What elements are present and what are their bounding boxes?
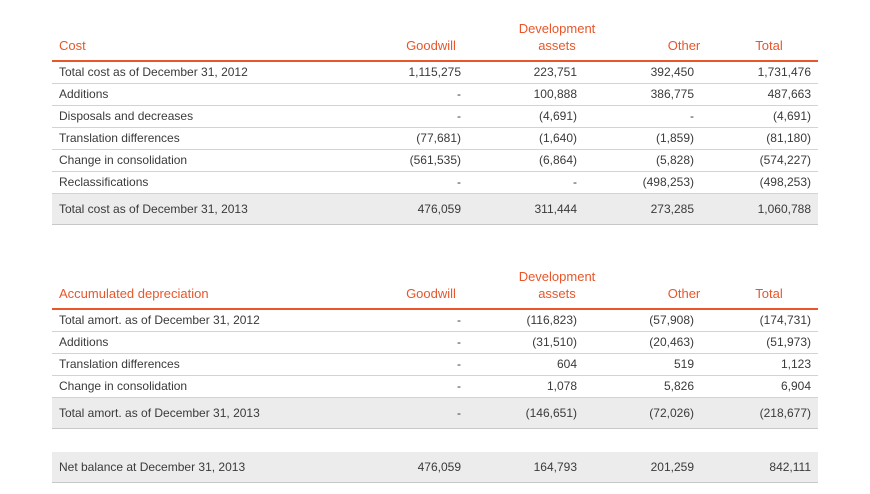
development-assets-column-header: Development assets bbox=[497, 20, 617, 54]
goodwill-value: - bbox=[457, 406, 461, 420]
table-row: Total amort. as of December 31, 2012 - (… bbox=[52, 310, 818, 332]
development-value: 100,888 bbox=[533, 87, 577, 101]
total-value: (218,677) bbox=[759, 406, 811, 420]
table-row: Additions - (31,510) (20,463) (51,973) bbox=[52, 332, 818, 354]
table-row: Translation differences - 604 519 1,123 bbox=[52, 354, 818, 376]
total-column-header: Total bbox=[755, 38, 783, 53]
development-value: - bbox=[573, 175, 577, 189]
development-value: (4,691) bbox=[538, 109, 577, 123]
development-header-line2: assets bbox=[538, 38, 576, 53]
total-value: (498,253) bbox=[759, 175, 811, 189]
goodwill-value: - bbox=[457, 313, 461, 327]
total-column-header: Total bbox=[755, 286, 783, 301]
row-label: Total cost as of December 31, 2013 bbox=[59, 202, 248, 216]
other-value: 386,775 bbox=[650, 87, 694, 101]
total-value: 1,731,476 bbox=[757, 65, 811, 79]
development-header-line1: Development bbox=[518, 21, 596, 36]
row-label: Translation differences bbox=[59, 131, 180, 145]
development-value: (1,640) bbox=[538, 131, 577, 145]
development-header-line1: Development bbox=[518, 269, 596, 284]
cost-section-title: Cost bbox=[59, 38, 86, 53]
development-value: 311,444 bbox=[534, 202, 578, 216]
depreciation-table-header: Accumulated depreciation Goodwill Develo… bbox=[52, 268, 818, 310]
other-column-header: Other bbox=[667, 286, 701, 301]
table-row: Reclassifications - - (498,253) (498,253… bbox=[52, 172, 818, 194]
other-value: (1,859) bbox=[655, 131, 694, 145]
other-value: 519 bbox=[673, 357, 694, 371]
goodwill-value: (561,535) bbox=[409, 153, 461, 167]
total-value: 6,904 bbox=[780, 379, 811, 393]
development-value: (31,510) bbox=[532, 335, 577, 349]
goodwill-value: 476,059 bbox=[417, 460, 461, 474]
other-value: (5,828) bbox=[655, 153, 694, 167]
development-value: 604 bbox=[556, 357, 577, 371]
goodwill-value: - bbox=[457, 109, 461, 123]
net-balance-table: Net balance at December 31, 2013 476,059… bbox=[52, 452, 818, 483]
table-row: Additions - 100,888 386,775 487,663 bbox=[52, 84, 818, 106]
total-value: 487,663 bbox=[767, 87, 811, 101]
depreciation-section-title: Accumulated depreciation bbox=[59, 286, 209, 301]
goodwill-value: (77,681) bbox=[416, 131, 461, 145]
total-value: (51,973) bbox=[766, 335, 811, 349]
row-label: Additions bbox=[59, 87, 109, 101]
development-value: (116,823) bbox=[526, 313, 577, 327]
total-value: 842,111 bbox=[769, 460, 811, 474]
total-value: (4,691) bbox=[772, 109, 811, 123]
goodwill-value: - bbox=[457, 87, 461, 101]
development-value: (146,651) bbox=[525, 406, 577, 420]
row-label: Total amort. as of December 31, 2013 bbox=[59, 406, 260, 420]
other-value: 201,259 bbox=[650, 460, 694, 474]
row-label: Change in consolidation bbox=[59, 379, 188, 393]
table-row: Total cost as of December 31, 2012 1,115… bbox=[52, 62, 818, 84]
row-label: Total cost as of December 31, 2012 bbox=[59, 65, 248, 79]
table-row: Change in consolidation (561,535) (6,864… bbox=[52, 150, 818, 172]
goodwill-column-header: Goodwill bbox=[406, 286, 456, 301]
goodwill-value: - bbox=[457, 175, 461, 189]
total-row: Total amort. as of December 31, 2013 - (… bbox=[52, 398, 818, 429]
total-value: 1,060,788 bbox=[757, 202, 811, 216]
development-value: 1,078 bbox=[546, 379, 577, 393]
row-label: Additions bbox=[59, 335, 109, 349]
other-value: (20,463) bbox=[649, 335, 694, 349]
table-row: Disposals and decreases - (4,691) - (4,6… bbox=[52, 106, 818, 128]
goodwill-value: 476,059 bbox=[417, 202, 461, 216]
goodwill-value: - bbox=[457, 357, 461, 371]
net-balance-row: Net balance at December 31, 2013 476,059… bbox=[52, 452, 818, 483]
development-value: (6,864) bbox=[538, 153, 577, 167]
row-label: Reclassifications bbox=[59, 175, 149, 189]
other-column-header: Other bbox=[667, 38, 701, 53]
other-value: 392,450 bbox=[650, 65, 694, 79]
row-label: Change in consolidation bbox=[59, 153, 188, 167]
total-value: 1,123 bbox=[780, 357, 811, 371]
cost-table: Cost Goodwill Development assets Other T… bbox=[52, 20, 818, 225]
row-label: Net balance at December 31, 2013 bbox=[59, 460, 246, 474]
development-header-line2: assets bbox=[538, 286, 576, 301]
development-value: 223,751 bbox=[533, 65, 577, 79]
other-value: 273,285 bbox=[650, 202, 694, 216]
cost-table-header: Cost Goodwill Development assets Other T… bbox=[52, 20, 818, 62]
total-value: (174,731) bbox=[759, 313, 811, 327]
goodwill-value: - bbox=[457, 335, 461, 349]
other-value: (498,253) bbox=[642, 175, 694, 189]
development-value: 164,793 bbox=[533, 460, 577, 474]
goodwill-column-header: Goodwill bbox=[406, 38, 456, 53]
goodwill-value: - bbox=[457, 379, 461, 393]
total-value: (574,227) bbox=[759, 153, 811, 167]
other-value: (57,908) bbox=[649, 313, 694, 327]
other-value: - bbox=[690, 109, 694, 123]
goodwill-value: 1,115,275 bbox=[408, 65, 462, 79]
other-value: 5,826 bbox=[663, 379, 694, 393]
total-value: (81,180) bbox=[766, 131, 811, 145]
table-row: Change in consolidation - 1,078 5,826 6,… bbox=[52, 376, 818, 398]
row-label: Total amort. as of December 31, 2012 bbox=[59, 313, 260, 327]
depreciation-table: Accumulated depreciation Goodwill Develo… bbox=[52, 268, 818, 429]
row-label: Disposals and decreases bbox=[59, 109, 194, 123]
table-row: Translation differences (77,681) (1,640)… bbox=[52, 128, 818, 150]
development-assets-column-header: Development assets bbox=[497, 268, 617, 302]
other-value: (72,026) bbox=[649, 406, 694, 420]
row-label: Translation differences bbox=[59, 357, 180, 371]
total-row: Total cost as of December 31, 2013 476,0… bbox=[52, 194, 818, 225]
